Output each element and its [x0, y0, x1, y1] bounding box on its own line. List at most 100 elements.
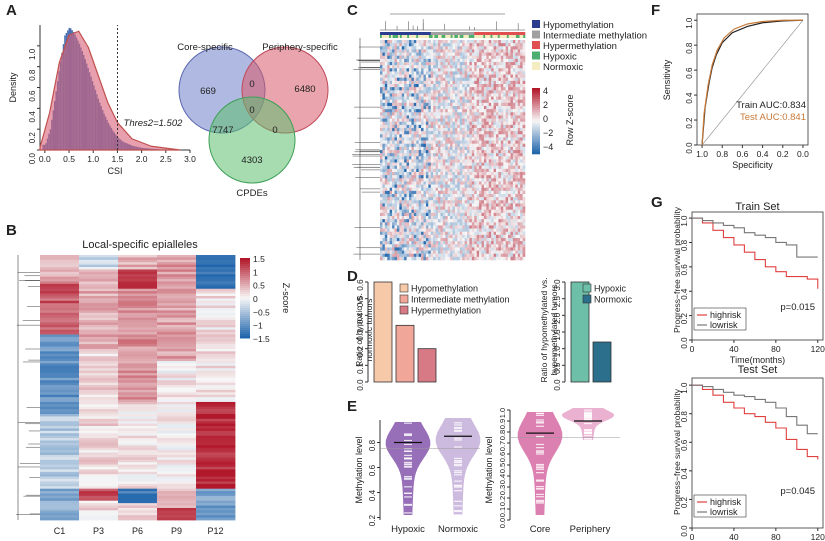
c-heat-cell — [522, 194, 526, 198]
c-annot-hypoxia — [523, 35, 526, 38]
c-heat-cell — [399, 175, 403, 179]
c-heat-cell — [508, 178, 511, 182]
c-heat-cell — [435, 156, 439, 160]
c-heat-cell — [413, 162, 417, 167]
c-heat-cell — [496, 216, 499, 220]
c-heat-cell — [474, 197, 477, 201]
c-heat-cell — [471, 172, 475, 176]
c-heat-cell — [450, 250, 453, 255]
c-heat-cell — [380, 231, 383, 236]
c-heat-cell — [416, 140, 419, 145]
c-annot-hypoxia — [425, 35, 428, 38]
c-heat-cell — [479, 181, 482, 185]
b-heat-cell — [118, 312, 158, 316]
c-heat-cell — [471, 90, 475, 94]
c-heat-cell — [512, 168, 516, 173]
c-heat-cell — [418, 219, 422, 223]
venn-set-label: CPDEs — [236, 188, 267, 199]
c-annot-methyl — [474, 32, 477, 35]
c-heat-cell — [505, 115, 509, 119]
c-heat-cell — [401, 197, 405, 201]
c-heat-cell — [476, 234, 480, 239]
c-heat-cell — [481, 222, 485, 226]
c-heat-cell — [469, 40, 473, 44]
c-heat-cell — [464, 106, 468, 110]
b-heat-cell — [118, 503, 158, 506]
c-heat-cell — [380, 238, 383, 242]
c-annot-methyl — [399, 32, 403, 35]
c-heat-cell — [464, 175, 468, 179]
c-heat-cell — [401, 112, 405, 116]
c-heat-cell — [522, 206, 526, 211]
c-heat-cell — [394, 121, 398, 126]
c-heat-cell — [457, 49, 461, 53]
c-heat-cell — [457, 234, 461, 239]
c-heat-cell — [510, 40, 514, 44]
c-heat-cell — [481, 115, 485, 119]
b-heat-cell — [118, 401, 158, 405]
b-heat-cell — [79, 399, 119, 403]
c-annot-methyl — [506, 32, 509, 35]
c-heat-cell — [421, 99, 424, 104]
c-heat-cell — [510, 206, 514, 211]
c-heat-cell — [520, 106, 523, 110]
c-heat-cell — [491, 43, 494, 47]
c-heat-cell — [384, 165, 388, 170]
c-heat-cell — [392, 250, 395, 255]
c-heat-cell — [508, 197, 511, 201]
c-heat-cell — [447, 156, 451, 160]
c-heat-cell — [423, 140, 427, 145]
c-heat-cell — [520, 90, 523, 94]
c-heat-cell — [396, 143, 400, 148]
b-heat-cell — [196, 274, 236, 278]
c-heat-cell — [433, 58, 436, 63]
c-heat-cell — [421, 52, 424, 57]
c-annot-methyl — [454, 32, 457, 35]
c-heat-cell — [496, 200, 499, 204]
c-heat-cell — [425, 244, 429, 248]
c-heat-cell — [508, 184, 511, 189]
c-heat-cell — [462, 162, 465, 167]
b-heat-cell — [196, 452, 236, 456]
c-heat-cell — [510, 99, 514, 104]
c-heat-cell — [428, 71, 432, 75]
b-heat-cell — [157, 404, 197, 408]
c-heat-cell — [438, 87, 441, 91]
c-heat-cell — [500, 238, 504, 242]
c-heat-cell — [486, 175, 490, 179]
c-heat-cell — [392, 93, 395, 97]
c-heat-cell — [418, 200, 422, 204]
b-heat-cell — [40, 414, 80, 417]
b-heat-cell — [196, 348, 236, 352]
c-heat-cell — [445, 131, 448, 135]
c-heat-cell — [401, 250, 405, 255]
c-heat-cell — [515, 225, 519, 229]
c-heat-cell — [454, 162, 458, 167]
c-heat-cell — [418, 112, 422, 116]
c-heat-cell — [435, 250, 439, 255]
b-heat-cell — [196, 315, 236, 319]
c-heat-cell — [505, 238, 509, 242]
c-heat-cell — [464, 184, 468, 189]
c-heat-cell — [413, 106, 417, 110]
c-heat-cell — [394, 52, 398, 57]
c-heat-cell — [481, 49, 485, 53]
c-heat-cell — [481, 225, 485, 229]
c-heat-cell — [450, 121, 453, 126]
c-heat-cell — [520, 40, 523, 44]
b-legend-swatch — [240, 320, 250, 323]
c-heat-cell — [411, 244, 415, 248]
c-heat-cell — [457, 87, 461, 91]
c-heat-cell — [464, 84, 468, 88]
c-heat-cell — [479, 124, 482, 129]
b-heat-cell — [196, 344, 236, 347]
c-heat-cell — [394, 162, 398, 167]
c-heat-cell — [413, 219, 417, 223]
c-heat-cell — [452, 244, 456, 248]
c-heat-cell — [493, 146, 497, 151]
a1-y-tick-label: 0.8 — [28, 69, 37, 81]
c-heat-cell — [404, 102, 407, 107]
c-heat-cell — [382, 62, 386, 66]
c-heat-cell — [512, 131, 516, 135]
c-heat-cell — [452, 55, 456, 60]
